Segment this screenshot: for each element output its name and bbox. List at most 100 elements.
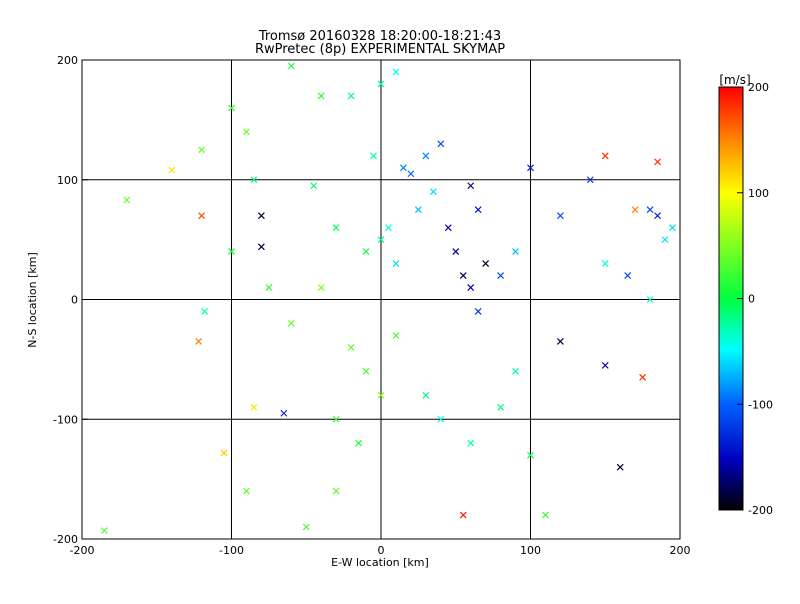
data-point xyxy=(377,391,385,399)
data-point-stroke xyxy=(646,296,654,303)
data-point-stroke xyxy=(355,439,362,447)
data-point-stroke xyxy=(220,449,228,457)
data-point xyxy=(407,170,415,178)
colorbar-tick-label: -100 xyxy=(748,398,773,411)
data-point xyxy=(586,176,594,184)
y-tick-label: 0 xyxy=(71,294,78,307)
data-point-stroke xyxy=(347,92,355,100)
data-point-stroke xyxy=(302,523,310,531)
data-point xyxy=(512,248,519,256)
data-point-stroke xyxy=(377,236,385,244)
x-tick-label: -200 xyxy=(70,544,95,557)
data-point xyxy=(101,527,108,535)
data-point-stroke xyxy=(586,176,594,184)
x-axis-ticks: -200 -100 0 100 200 xyxy=(70,533,691,557)
chart-subtitle: RwPretec (8p) EXPERIMENTAL SKYMAP xyxy=(255,42,505,57)
colorbar-tick-label: 0 xyxy=(748,293,755,306)
data-point xyxy=(198,212,206,220)
data-point xyxy=(243,128,250,136)
data-point xyxy=(527,164,534,172)
data-point xyxy=(287,62,295,70)
data-point-stroke xyxy=(392,332,400,339)
data-point-stroke xyxy=(265,284,273,291)
data-point xyxy=(287,320,295,327)
data-point xyxy=(310,182,318,190)
y-axis-label: N-S location [km] xyxy=(26,252,39,348)
data-point-stroke xyxy=(452,248,460,256)
data-point xyxy=(370,152,377,160)
data-point xyxy=(220,449,228,457)
x-tick-label: -100 xyxy=(219,544,244,557)
data-point-stroke xyxy=(362,248,370,256)
data-point-stroke xyxy=(362,367,370,375)
x-tick-label: 200 xyxy=(670,544,691,557)
data-point xyxy=(459,272,467,279)
data-point-stroke xyxy=(556,337,564,345)
data-point xyxy=(624,272,632,279)
data-point xyxy=(400,164,407,172)
grid-lines xyxy=(82,60,680,539)
data-point xyxy=(452,248,460,256)
data-point xyxy=(422,391,430,399)
data-point xyxy=(459,511,467,519)
data-point-stroke xyxy=(123,196,131,204)
data-point-stroke xyxy=(467,439,475,447)
data-point xyxy=(639,373,647,381)
data-point xyxy=(265,284,273,291)
data-point-stroke xyxy=(168,166,176,174)
data-point-stroke xyxy=(444,224,452,232)
data-point-stroke xyxy=(228,104,235,112)
data-point-stroke xyxy=(512,248,519,256)
data-point-stroke xyxy=(198,146,206,154)
data-point-stroke xyxy=(201,308,209,315)
data-point xyxy=(347,343,355,351)
x-axis-label: E-W location [km] xyxy=(331,556,429,569)
data-point xyxy=(429,188,437,196)
data-point-stroke xyxy=(377,391,385,399)
data-point xyxy=(556,337,564,345)
data-point xyxy=(377,80,385,88)
data-point-stroke xyxy=(497,403,505,411)
data-point xyxy=(467,182,475,190)
data-point xyxy=(669,224,676,232)
data-point-stroke xyxy=(287,62,295,70)
data-point-stroke xyxy=(459,272,467,279)
data-point xyxy=(317,284,325,291)
data-point-stroke xyxy=(370,152,377,160)
y-tick-label: -200 xyxy=(53,533,78,546)
colorbar-tick-label: -200 xyxy=(748,504,773,517)
data-point xyxy=(195,337,203,345)
data-point-stroke xyxy=(631,206,639,214)
data-point-stroke xyxy=(257,243,265,251)
data-point xyxy=(257,243,265,251)
data-point-stroke xyxy=(422,391,430,399)
data-point-stroke xyxy=(287,320,295,327)
data-point-stroke xyxy=(317,92,325,100)
data-point-stroke xyxy=(377,80,385,88)
data-point xyxy=(392,332,400,339)
data-point-stroke xyxy=(542,511,549,519)
data-point xyxy=(332,224,340,232)
chart-title: Tromsø 20160328 18:20:00-18:21:43 xyxy=(258,29,501,44)
data-point-stroke xyxy=(512,367,519,375)
y-tick-label: 200 xyxy=(57,54,78,67)
data-point xyxy=(661,236,669,244)
data-point xyxy=(646,296,654,303)
data-point xyxy=(332,487,340,495)
data-point xyxy=(631,206,639,214)
data-point-stroke xyxy=(422,152,430,160)
data-point-stroke xyxy=(317,284,325,291)
data-point xyxy=(355,439,362,447)
x-tick-label: 100 xyxy=(520,544,541,557)
data-point-stroke xyxy=(414,206,422,214)
data-point xyxy=(228,104,235,112)
data-point xyxy=(512,367,519,375)
data-point xyxy=(467,284,475,291)
data-point xyxy=(347,92,355,100)
data-point xyxy=(362,248,370,256)
colorbar-ticks: 200 100 0 -100 -200 xyxy=(737,81,773,517)
data-point xyxy=(601,152,609,160)
data-point xyxy=(467,439,475,447)
data-point-stroke xyxy=(437,140,445,148)
